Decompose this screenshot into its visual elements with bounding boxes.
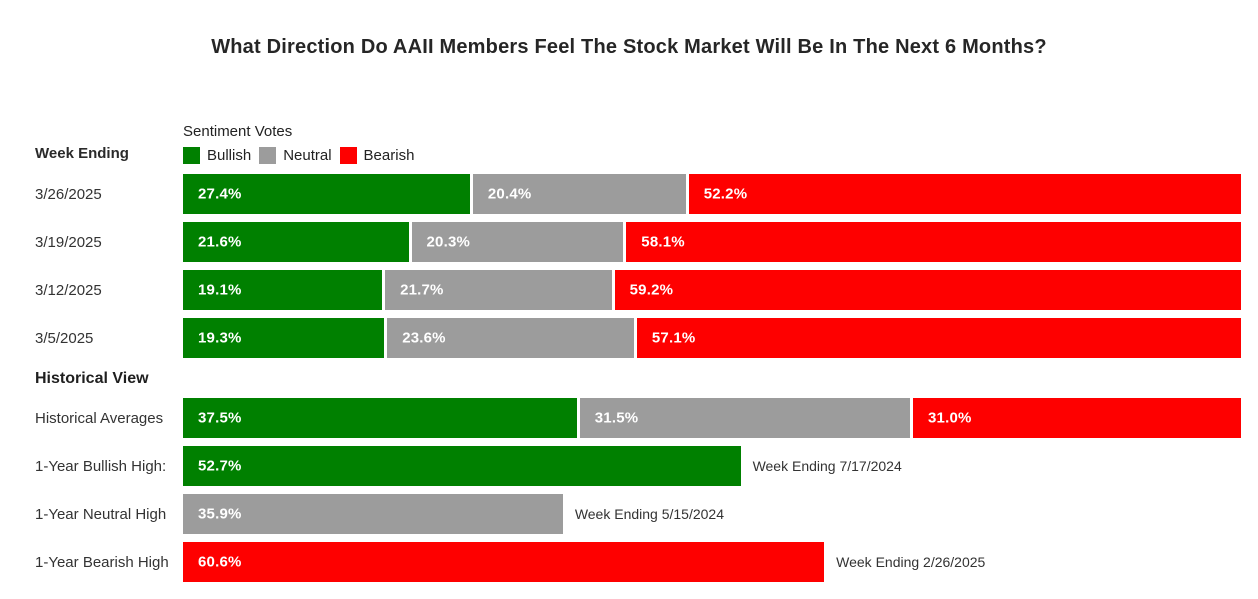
chart-title: What Direction Do AAII Members Feel The … [211, 36, 1047, 58]
segment-value-label: 20.4% [487, 185, 532, 203]
bar-row: 3/26/2025 27.4% 20.4% 52.2% [35, 174, 1241, 214]
sentiment-chart: Week Ending Sentiment Votes Bullish Neutr… [35, 123, 1241, 582]
legend-item-neutral: Neutral [259, 147, 332, 164]
bar-segment-bearish: 52.2% [688, 174, 1241, 214]
legend-swatch-neutral-icon [259, 147, 277, 164]
historical-rows: Historical Averages 37.5% 31.5% 31.0% 1-Year… [35, 398, 1241, 582]
bar-row-bullish-high: 1-Year Bullish High: 52.7% Week Ending 7/1… [35, 446, 1241, 486]
legend-item-bearish: Bearish [339, 147, 415, 164]
stacked-bar: 27.4% 20.4% 52.2% [183, 174, 1241, 214]
bar-segment-bearish: 60.6% [183, 542, 825, 582]
bar-row: 3/12/2025 19.1% 21.7% 59.2% [35, 270, 1241, 310]
bar-row-historical-averages: Historical Averages 37.5% 31.5% 31.0% [35, 398, 1241, 438]
row-label-date: 3/5/2025 [35, 329, 94, 347]
legend-swatch-bullish-icon [183, 147, 200, 164]
segment-value-label: 20.3% [426, 233, 471, 251]
historical-view-heading: Historical View [35, 370, 149, 387]
bar-segment-bullish: 19.3% [183, 318, 388, 358]
segment-value-label: 19.1% [198, 281, 242, 299]
bar-segment-bullish: 19.1% [183, 270, 386, 310]
bar-segment-neutral: 35.9% [183, 494, 563, 534]
row-label-historical-averages: Historical Averages [35, 409, 164, 427]
bar-segment-bullish: 52.7% [183, 446, 741, 486]
row-label-bearish-high: 1-Year Bearish High [35, 553, 169, 571]
bar-segment-neutral: 23.6% [387, 318, 637, 358]
row-label-date: 3/19/2025 [35, 233, 102, 251]
stacked-bar: 19.1% 21.7% 59.2% [183, 270, 1241, 310]
stacked-bar: 21.6% 20.3% 58.1% [183, 222, 1241, 262]
segment-value-label: 59.2% [629, 281, 674, 299]
segment-value-label: 31.0% [928, 409, 972, 427]
single-bar: 60.6% Week Ending 2/26/2025 [183, 542, 1241, 582]
bar-segment-bearish: 31.0% [913, 398, 1241, 438]
legend-label-bullish: Bullish [207, 147, 252, 164]
legend-label-neutral: Neutral [283, 147, 332, 164]
segment-value-label: 21.7% [400, 281, 444, 299]
row-label-date: 3/26/2025 [35, 185, 102, 203]
bar-segment-bullish: 37.5% [183, 398, 580, 438]
segment-value-label: 31.5% [594, 409, 639, 427]
segment-value-label: 57.1% [651, 329, 696, 347]
bar-row: 3/19/2025 21.6% 20.3% 58.1% [35, 222, 1241, 262]
legend-items: Bullish Neutral Bearish [183, 147, 422, 164]
segment-value-label: 35.9% [198, 505, 242, 523]
weekly-rows: 3/26/2025 27.4% 20.4% 52.2% 3/19/2025 21.6% 20… [35, 174, 1241, 358]
bar-segment-neutral: 31.5% [579, 398, 914, 438]
legend-swatch-bearish-icon [339, 147, 357, 164]
segment-value-label: 19.3% [198, 329, 242, 347]
bar-row-neutral-high: 1-Year Neutral High 35.9% Week Ending 5/15… [35, 494, 1241, 534]
week-ending-label: Week Ending [35, 145, 129, 162]
bar-segment-bearish: 58.1% [626, 222, 1241, 262]
row-label-neutral-high: 1-Year Neutral High [35, 505, 167, 523]
bar-segment-bearish: 59.2% [614, 270, 1241, 310]
bar-segment-bearish: 57.1% [636, 318, 1241, 358]
bar-annotation: Week Ending 5/15/2024 [574, 506, 724, 522]
bar-segment-neutral: 20.3% [411, 222, 627, 262]
bar-row-bearish-high: 1-Year Bearish High 60.6% Week Ending 2/26… [35, 542, 1241, 582]
stacked-bar: 19.3% 23.6% 57.1% [183, 318, 1241, 358]
segment-value-label: 21.6% [198, 233, 242, 251]
bar-segment-neutral: 20.4% [472, 174, 689, 214]
legend-label-bearish: Bearish [363, 147, 415, 164]
legend-item-bullish: Bullish [183, 147, 251, 164]
legend: Sentiment Votes Bullish Neutral Bearish [183, 123, 422, 164]
chart-header: Week Ending Sentiment Votes Bullish Neutr… [35, 123, 1241, 164]
segment-value-label: 27.4% [198, 185, 242, 203]
single-bar: 52.7% Week Ending 7/17/2024 [183, 446, 1241, 486]
segment-value-label: 52.7% [198, 457, 242, 475]
row-label-date: 3/12/2025 [35, 281, 102, 299]
row-label-bullish-high: 1-Year Bullish High: [35, 457, 167, 475]
bar-annotation: Week Ending 7/17/2024 [752, 458, 902, 474]
stacked-bar: 37.5% 31.5% 31.0% [183, 398, 1241, 438]
bar-segment-neutral: 21.7% [385, 270, 615, 310]
segment-value-label: 37.5% [198, 409, 242, 427]
segment-value-label: 58.1% [641, 233, 685, 251]
segment-value-label: 52.2% [703, 185, 748, 203]
bar-segment-bullish: 21.6% [183, 222, 412, 262]
bar-segment-bullish: 27.4% [183, 174, 473, 214]
bar-row: 3/5/2025 19.3% 23.6% 57.1% [35, 318, 1241, 358]
bar-annotation: Week Ending 2/26/2025 [836, 554, 986, 570]
single-bar: 35.9% Week Ending 5/15/2024 [183, 494, 1241, 534]
legend-title: Sentiment Votes [183, 123, 293, 140]
segment-value-label: 60.6% [198, 553, 242, 571]
segment-value-label: 23.6% [402, 329, 446, 347]
